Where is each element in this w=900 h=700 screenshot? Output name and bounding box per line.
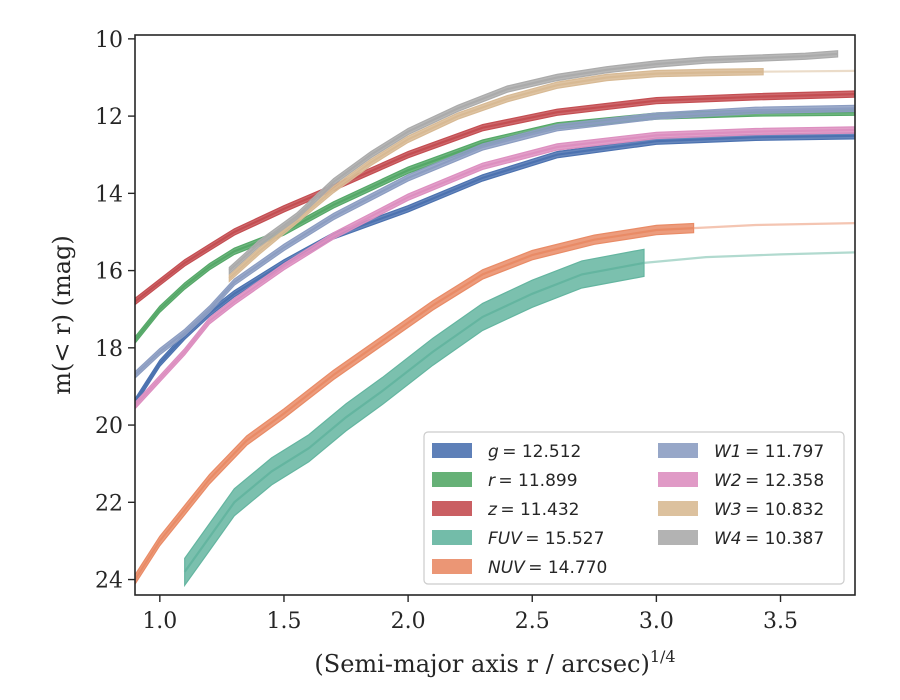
legend-swatch [658, 530, 698, 545]
series-extension [643, 251, 855, 264]
y-tick-label: 22 [95, 491, 123, 516]
series-extension [693, 222, 855, 230]
legend-swatch [432, 472, 472, 487]
legend-label: W1 = 11.797 [714, 442, 824, 462]
legend-label: W2 = 12.358 [714, 471, 824, 491]
series-w4 [228, 50, 839, 276]
legend-label: g = 12.512 [488, 442, 581, 462]
y-tick-label: 24 [95, 569, 123, 594]
legend-item: z = 11.432 [432, 500, 579, 520]
y-tick-label: 18 [95, 337, 123, 362]
legend-label-variable: W4 [714, 529, 742, 549]
y-tick-label: 20 [95, 414, 123, 439]
series-layer [135, 50, 855, 588]
series-w1 [135, 104, 855, 379]
legend-label-variable: W1 [714, 442, 742, 462]
series-line [228, 70, 764, 280]
legend-item: W4 = 10.387 [658, 529, 824, 549]
legend-swatch [658, 501, 698, 516]
legend-label-variable: W2 [714, 471, 742, 491]
legend-item: NUV = 14.770 [432, 558, 607, 578]
legend-item: W1 = 11.797 [658, 442, 824, 462]
x-tick-label: 1.5 [266, 609, 301, 634]
legend-swatch [432, 530, 472, 545]
series-nuv [135, 222, 855, 586]
y-tick-label: 12 [95, 105, 123, 130]
legend-label-variable: FUV [488, 529, 523, 549]
series-line [135, 128, 855, 407]
x-axis-title-exponent: 1/4 [650, 647, 676, 666]
legend-label: NUV = 14.770 [488, 558, 607, 578]
legend-label-value: = 11.797 [742, 442, 825, 462]
legend-box [423, 431, 845, 585]
series-line [228, 52, 838, 272]
series-band [135, 104, 855, 379]
x-tick-label: 2.5 [515, 609, 550, 634]
legend-label-value: = 14.770 [525, 558, 608, 578]
y-tick-label: 10 [95, 28, 123, 53]
y-tick-label: 14 [95, 182, 123, 207]
series-band [184, 248, 645, 588]
legend-label-value: = 12.512 [499, 442, 582, 462]
legend-swatch [658, 443, 698, 458]
series-w2 [135, 126, 855, 410]
series-band [135, 90, 855, 306]
series-extension [763, 69, 855, 73]
legend-label-variable: W3 [714, 500, 742, 520]
legend-label-variable: r [488, 471, 496, 491]
legend-label: z = 11.432 [487, 500, 579, 520]
legend-label-value: = 11.899 [495, 471, 578, 491]
legend-item: W2 = 12.358 [658, 471, 824, 491]
legend-swatch [432, 443, 472, 458]
plot-frame [134, 34, 856, 596]
x-tick-label: 2.0 [391, 609, 426, 634]
series-band [135, 108, 855, 345]
series-line [135, 227, 694, 581]
legend-item: FUV = 15.527 [432, 529, 604, 549]
legend-label-variable: z [487, 500, 498, 520]
legend-label: r = 11.899 [488, 471, 578, 491]
legend-swatch [658, 472, 698, 487]
series-band [228, 50, 839, 276]
legend-label-value: = 15.527 [522, 529, 605, 549]
legend-label-value: = 11.432 [497, 500, 580, 520]
legend-item: W3 = 10.832 [658, 500, 824, 520]
y-tick-label: 16 [95, 260, 123, 285]
legend-label-value: = 12.358 [742, 471, 825, 491]
series-band [135, 222, 695, 586]
x-axis-title-base: (Semi-major axis r / arcsec) [314, 650, 649, 678]
y-axis-title: m(< r) (mag) [48, 235, 76, 394]
legend-label-value: = 10.387 [742, 529, 825, 549]
series-fuv [183, 248, 855, 588]
legend-swatch [432, 559, 472, 574]
legend-label-variable: NUV [488, 558, 526, 578]
series-band [135, 126, 855, 410]
series-line [135, 107, 855, 376]
series-line [183, 261, 645, 573]
y-axis: 10 12 14 16 18 20 22 24 [95, 28, 135, 594]
legend-item: r = 11.899 [432, 471, 578, 491]
legend-label: W3 = 10.832 [714, 500, 824, 520]
x-tick-label: 3.5 [763, 609, 798, 634]
x-tick-label: 1.0 [142, 609, 177, 634]
legend-label: W4 = 10.387 [714, 529, 824, 549]
legend-label-variable: g [488, 442, 499, 462]
x-axis: 1.0 1.5 2.0 2.5 3.0 3.5 [142, 595, 798, 634]
legend-swatch [432, 501, 472, 516]
x-tick-label: 3.0 [639, 609, 674, 634]
series-w3 [228, 67, 855, 283]
x-axis-title: (Semi-major axis r / arcsec)1/4 [314, 647, 675, 678]
legend-item: g = 12.512 [432, 442, 581, 462]
series-band [228, 67, 764, 283]
legend-label-value: = 10.832 [742, 500, 825, 520]
legend-label: FUV = 15.527 [488, 529, 604, 549]
